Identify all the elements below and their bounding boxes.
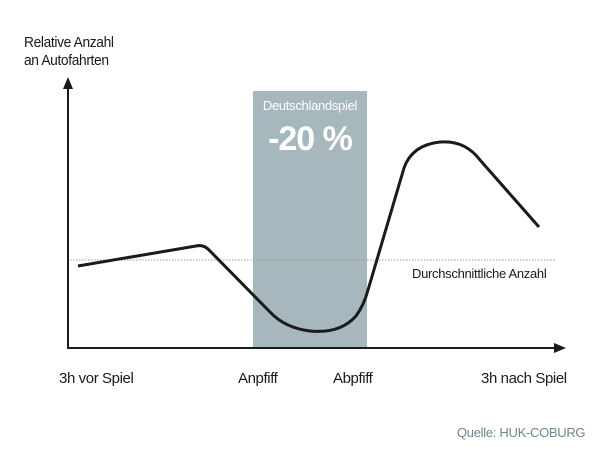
source-note: Quelle: HUK-COBURG	[457, 425, 586, 440]
highlight-value: -20 %	[268, 120, 353, 158]
x-tick-final-whistle: Abpfiff	[333, 370, 373, 387]
y-axis-arrow-icon	[63, 77, 73, 89]
x-axis-arrow-icon	[554, 343, 566, 353]
x-tick-kickoff: Anpfiff	[238, 370, 278, 387]
highlight-title: Deutschlandspiel	[262, 98, 358, 113]
highlight-region	[253, 91, 367, 347]
y-axis-label-line2: an Autofahrten	[24, 52, 109, 69]
x-tick-3h-after: 3h nach Spiel	[481, 370, 567, 387]
average-label: Durchschnittliche Anzahl	[412, 266, 547, 281]
traffic-curve	[77, 140, 541, 333]
y-axis-label: Relative Anzahl an Autofahrten	[24, 34, 114, 70]
y-axis-label-line1: Relative Anzahl	[24, 34, 114, 51]
x-tick-3h-before: 3h vor Spiel	[59, 370, 134, 387]
